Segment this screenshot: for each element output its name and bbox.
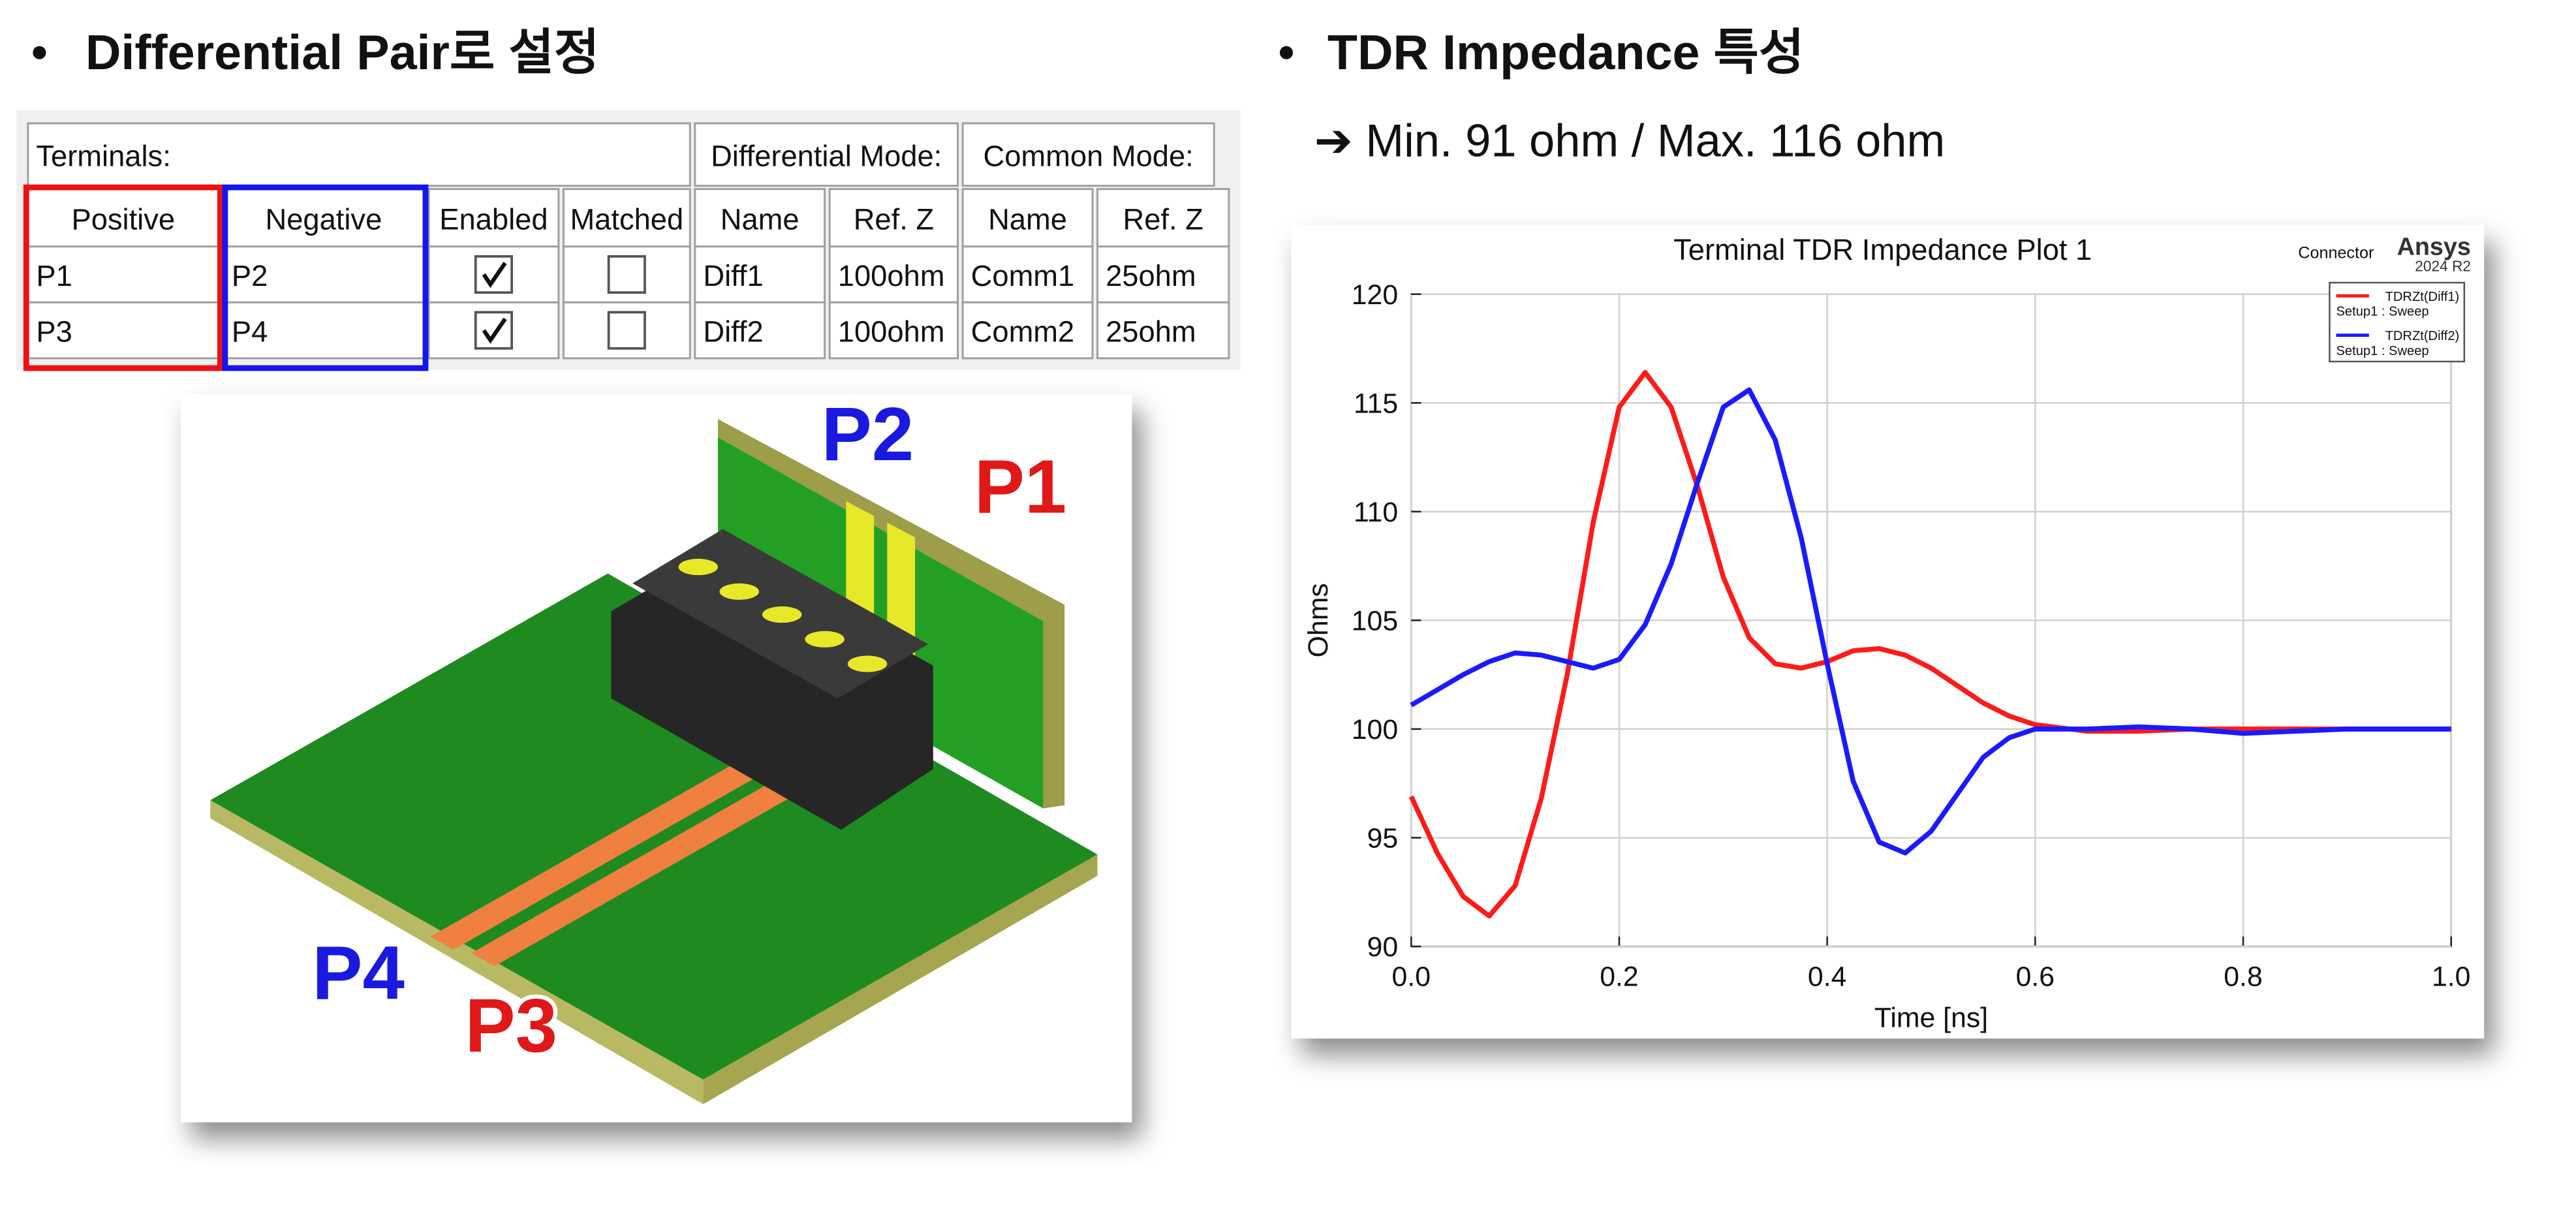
cell — [694, 245, 826, 304]
x-tick-label: 0.8 — [2224, 961, 2262, 992]
x-tick-label: 0.6 — [2016, 961, 2055, 992]
contact — [678, 558, 719, 576]
x-tick-label: 0.0 — [1392, 961, 1431, 992]
cell — [828, 301, 959, 360]
chart-title: Terminal TDR Impedance Plot 1 — [1673, 233, 2092, 266]
x-tick-label: 0.2 — [1600, 961, 1638, 992]
cell-text: P3 — [36, 315, 72, 349]
cell — [694, 301, 826, 360]
cell — [27, 245, 220, 304]
board-edge — [703, 854, 1098, 1104]
left-title: Differential Pair로 설정 — [85, 25, 599, 80]
y-tick-label: 100 — [1352, 714, 1398, 745]
y-axis-label: Ohms — [1303, 583, 1334, 657]
connector — [611, 547, 933, 830]
summary: ➔ Min. 91 ohm / Max. 116 ohm — [1314, 114, 1945, 166]
cell — [961, 245, 1094, 304]
cell-text: 100ohm — [838, 259, 945, 292]
contact — [805, 631, 845, 647]
x-axis-label: Time [ns] — [1874, 1002, 1988, 1033]
checkbox — [474, 255, 514, 294]
column-header: Negative — [266, 202, 382, 236]
column-header: Ref. Z — [854, 202, 934, 236]
y-tick-label: 115 — [1354, 388, 1398, 419]
cell — [961, 188, 1094, 248]
board-edge — [210, 800, 704, 1104]
y-tick-label: 95 — [1367, 823, 1399, 854]
group-header: Differential Mode: — [711, 139, 942, 172]
port-label: P2 — [822, 392, 914, 476]
y-tick-label: 90 — [1367, 931, 1399, 963]
cell — [694, 122, 959, 187]
bullet — [33, 46, 46, 59]
y-tick-label: 110 — [1354, 497, 1398, 528]
cell — [222, 301, 425, 360]
model-image: P2 P1 P4 P3 — [180, 388, 1132, 1123]
contact — [762, 606, 802, 623]
cell-text: P1 — [36, 259, 72, 292]
x-tick-label: 1.0 — [2432, 961, 2470, 992]
cell-text: 25ohm — [1106, 259, 1196, 292]
cell — [27, 301, 220, 360]
group-header: Common Mode: — [984, 139, 1194, 172]
positive-highlight — [23, 184, 223, 371]
group-header: Terminals: — [36, 139, 170, 172]
column-header: Positive — [71, 202, 175, 236]
project-name: Connector — [2298, 243, 2374, 262]
cell-text: 100ohm — [838, 315, 945, 349]
cell-text: Diff1 — [703, 259, 763, 292]
bullet — [1279, 46, 1294, 59]
legend-setup: Setup1 : Sweep — [2336, 304, 2429, 319]
trace — [430, 734, 809, 950]
column-header: Matched — [570, 202, 683, 236]
check-mark — [482, 262, 507, 288]
checkbox — [607, 311, 646, 350]
cell-text: Comm1 — [971, 259, 1075, 292]
y-tick-label: 105 — [1352, 605, 1398, 636]
cell-text: P2 — [232, 259, 268, 292]
cell — [828, 245, 959, 304]
column-header: Enabled — [439, 202, 548, 236]
cell — [961, 301, 1094, 360]
legend-label: TDRZt(Diff2) — [2385, 329, 2460, 343]
cell-text: 25ohm — [1106, 315, 1196, 349]
series-line — [1410, 387, 2451, 856]
right-title: TDR Impedance 특성 — [1327, 25, 1804, 80]
negative-highlight — [222, 184, 429, 371]
contact — [847, 655, 888, 672]
x-tick-label: 0.4 — [1808, 961, 1846, 992]
contact — [719, 583, 759, 600]
column-header: Name — [988, 202, 1067, 236]
y-tick-label: 120 — [1352, 279, 1398, 311]
cell — [961, 122, 1215, 187]
image-labels: P2 P1 P4 P3 — [308, 388, 1071, 1072]
cell — [562, 188, 691, 248]
checkbox — [474, 311, 514, 350]
column-header: Ref. Z — [1123, 202, 1203, 236]
port-label: P4 — [312, 931, 405, 1016]
legend-label: TDRZt(Diff1) — [2385, 290, 2460, 304]
cell — [828, 188, 959, 248]
check-mark — [482, 317, 507, 344]
trace — [471, 759, 835, 967]
cell — [1096, 301, 1230, 360]
column-header: Name — [721, 202, 799, 236]
chart: Terminal TDR Impedance Plot 1 Connector An… — [1303, 232, 2471, 1033]
cell — [694, 188, 826, 248]
cell-text: Diff2 — [703, 315, 763, 349]
cell — [27, 122, 691, 187]
cell-text: P4 — [232, 315, 268, 349]
brand: Ansys — [2397, 232, 2471, 260]
table: Terminals: Differential Mode: Common Mode:… — [23, 122, 1230, 371]
brand-version: 2024 R2 — [2415, 257, 2471, 274]
cell — [1096, 245, 1230, 304]
cell-text: Comm2 — [971, 315, 1075, 349]
port-label: P1 — [974, 444, 1067, 529]
port-label: P3 — [465, 983, 557, 1068]
checkbox — [607, 255, 646, 294]
legend-setup: Setup1 : Sweep — [2336, 344, 2429, 358]
